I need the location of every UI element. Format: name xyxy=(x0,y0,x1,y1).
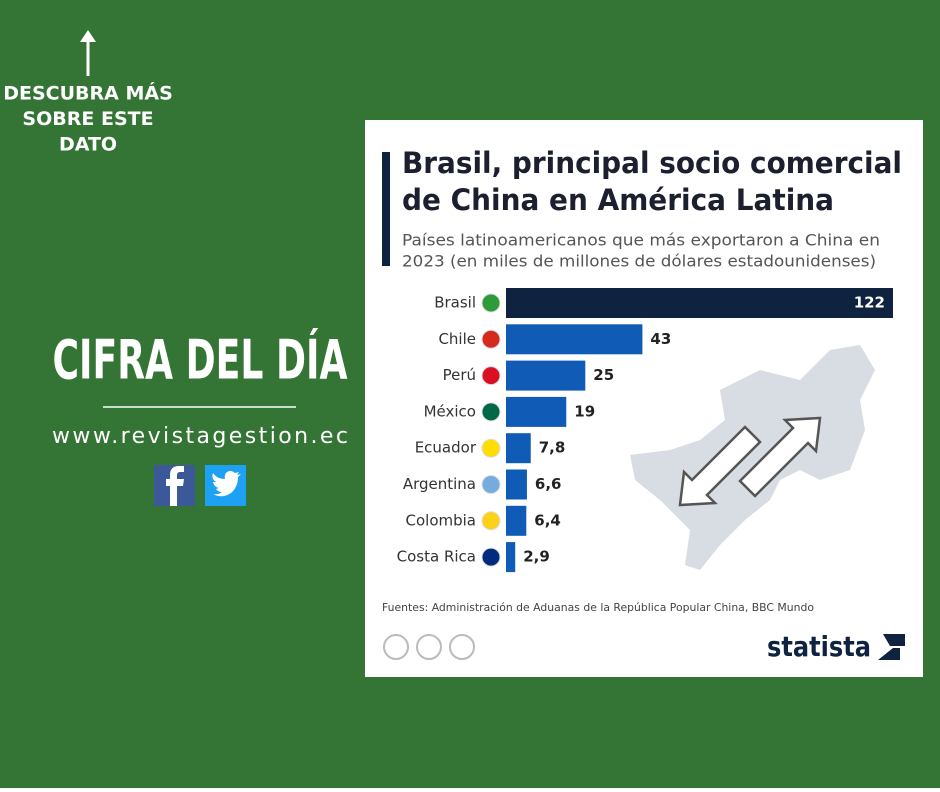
chart-title: de China en América Latina xyxy=(402,183,834,217)
bar xyxy=(506,505,527,536)
value-label: 43 xyxy=(650,330,671,348)
value-label: 19 xyxy=(574,402,595,420)
flag xyxy=(481,438,501,458)
chart-subtitle: Países latinoamericanos que más exportar… xyxy=(402,231,880,250)
flag xyxy=(481,402,501,422)
bar xyxy=(506,288,893,318)
source: Fuentes: Administración de Aduanas de la… xyxy=(382,601,814,614)
bar xyxy=(506,469,527,500)
by-icon xyxy=(416,634,442,660)
cc-icon xyxy=(383,634,409,660)
flag xyxy=(481,475,501,494)
bar xyxy=(506,433,531,464)
brand-mark xyxy=(878,634,905,660)
value-label: 25 xyxy=(593,366,614,384)
cta-line: DATO xyxy=(59,134,117,156)
flag xyxy=(481,547,501,567)
cta[interactable]: DESCUBRA MÁS SOBRE ESTE DATO xyxy=(3,82,173,156)
value-label: 6,6 xyxy=(535,475,562,493)
category-label: Costa Rica xyxy=(397,548,476,566)
chart-subtitle: 2023 (en miles de millones de dólares es… xyxy=(402,252,876,271)
title-accent xyxy=(382,152,390,266)
brand: statista xyxy=(767,630,871,663)
map xyxy=(630,345,875,570)
category-label: Perú xyxy=(443,366,476,384)
value-label: 7,8 xyxy=(539,439,566,457)
category-label: Chile xyxy=(438,330,476,348)
headline: CIFRA DEL DÍA xyxy=(53,329,348,392)
twitter-glyph xyxy=(212,471,241,497)
category-label: Brasil xyxy=(434,294,476,312)
value-label: 2,9 xyxy=(523,548,550,566)
flag xyxy=(481,366,501,386)
value-label: 6,4 xyxy=(534,511,561,529)
nd-icon xyxy=(449,634,475,660)
up-arrow-head xyxy=(80,30,96,42)
facebook-glyph xyxy=(166,466,184,506)
category-label: Colombia xyxy=(406,511,477,529)
bar xyxy=(506,542,516,573)
bar xyxy=(506,396,567,427)
bar xyxy=(506,360,586,391)
flag xyxy=(481,511,501,531)
cta-line: SOBRE ESTE xyxy=(22,108,153,130)
category-label: Argentina xyxy=(403,475,476,493)
arrow-up xyxy=(738,416,822,498)
flag xyxy=(481,293,501,313)
value-label: 122 xyxy=(854,294,885,312)
flag xyxy=(481,329,501,349)
website[interactable]: www.revistagestion.ec xyxy=(52,424,348,449)
chart-title: Brasil, principal socio comercial xyxy=(402,146,902,180)
cta-line: DESCUBRA MÁS xyxy=(3,82,173,105)
bar xyxy=(506,324,643,355)
arrow-down xyxy=(678,425,762,507)
category-label: México xyxy=(424,402,476,420)
category-label: Ecuador xyxy=(415,439,477,457)
